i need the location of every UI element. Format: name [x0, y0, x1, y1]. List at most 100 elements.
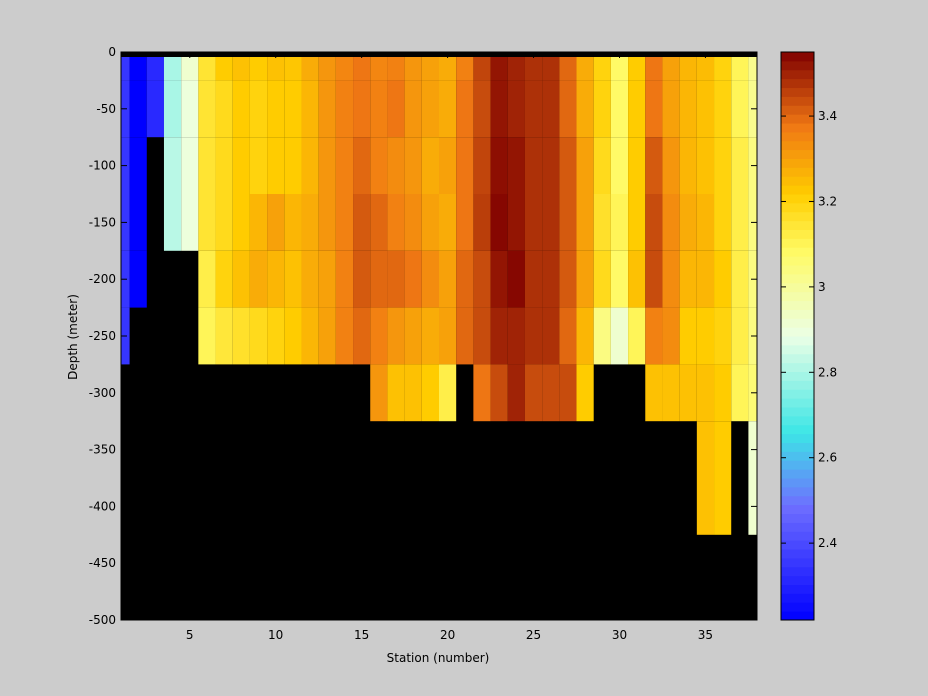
heatmap-cell: [301, 137, 319, 194]
colorbar-step: [781, 69, 814, 80]
x-tick-label: 20: [440, 628, 455, 642]
heatmap-cell: [370, 137, 388, 194]
heatmap-cell: [679, 137, 697, 194]
heatmap-cell: [267, 307, 285, 365]
heatmap-cell: [610, 194, 629, 251]
heatmap-cell: [490, 194, 508, 251]
heatmap-cell: [714, 250, 732, 308]
colorbar-step: [781, 131, 814, 142]
colorbar-step: [781, 380, 814, 390]
colorbar-step: [781, 584, 814, 594]
heatmap-cell: [662, 80, 680, 138]
colorbar-step: [781, 557, 814, 568]
heatmap-cell: [421, 137, 439, 194]
colorbar-step: [781, 309, 814, 319]
heatmap-cell: [181, 137, 199, 194]
heatmap-cell: [696, 137, 715, 194]
colorbar-step: [781, 611, 814, 621]
heatmap-cell: [301, 52, 319, 81]
heatmap-cell: [731, 307, 749, 365]
colorbar-step: [781, 220, 814, 231]
heatmap-cell: [232, 52, 250, 81]
heatmap-cell: [696, 80, 715, 138]
heatmap-cell: [404, 194, 422, 251]
colorbar-step: [781, 282, 814, 293]
colorbar-step: [781, 504, 814, 515]
heatmap-cell: [679, 250, 697, 308]
colorbar-step: [781, 327, 814, 337]
heatmap-cell: [249, 194, 268, 251]
y-tick-label: -250: [89, 329, 116, 343]
heatmap-cell: [628, 307, 646, 365]
colorbar-step: [781, 371, 814, 381]
heatmap-cell: [731, 137, 749, 194]
colorbar-step: [781, 593, 814, 603]
heatmap-cell: [696, 478, 715, 535]
heatmap-cell: [232, 307, 250, 365]
heatmap-cell: [559, 137, 577, 194]
heatmap-cell: [576, 307, 594, 365]
heatmap-cell: [387, 194, 405, 251]
heatmap-cell: [353, 80, 371, 138]
heatmap-cell: [181, 194, 199, 251]
heatmap-cell: [146, 80, 164, 138]
heatmap-cell: [267, 194, 285, 251]
heatmap-cell: [353, 137, 371, 194]
heatmap-cell: [679, 307, 697, 365]
colorbar-step: [781, 273, 814, 284]
heatmap-cell: [628, 250, 646, 308]
heatmap-cell: [404, 364, 422, 422]
heatmap-cell: [421, 250, 439, 308]
heatmap-cell: [645, 194, 663, 251]
heatmap-cell: [404, 52, 422, 81]
heatmap-cell: [696, 364, 715, 422]
heatmap-cell: [524, 250, 543, 308]
colorbar-step: [781, 531, 814, 541]
y-tick-label: -450: [89, 556, 116, 570]
colorbar-step: [781, 52, 814, 62]
heatmap-cell: [301, 250, 319, 308]
heatmap-cell: [628, 137, 646, 194]
heatmap-cell: [714, 364, 732, 422]
heatmap-cell: [215, 307, 233, 365]
heatmap-cell: [404, 137, 422, 194]
colorbar-step: [781, 114, 814, 124]
heatmap-cell: [576, 364, 594, 422]
colorbar-step: [781, 442, 814, 452]
heatmap-cell: [129, 250, 147, 308]
heatmap-cell: [267, 137, 285, 194]
x-tick-label: 15: [354, 628, 369, 642]
heatmap-cell: [215, 80, 233, 138]
heatmap-cell: [559, 194, 577, 251]
colorbar-step: [781, 123, 814, 133]
colorbar-step: [781, 486, 814, 497]
heatmap-cell: [679, 194, 697, 251]
heatmap-cell: [387, 364, 405, 422]
heatmap-cell: [473, 307, 491, 365]
heatmap-cell: [267, 80, 285, 138]
colorbar-tick-label: 3: [818, 280, 826, 294]
axis-layer: 5 10 15 20 25 30 35 0 -50 -100 -150 -200 -250 -300 -35…: [89, 45, 758, 642]
heatmap-cell: [421, 80, 439, 138]
heatmap-cell: [284, 137, 302, 194]
heatmap-cell: [284, 52, 302, 81]
heatmap-cell: [645, 364, 663, 422]
colorbar-step: [781, 176, 814, 186]
heatmap-cell: [593, 307, 611, 365]
heatmap-cell: [628, 194, 646, 251]
heatmap-cell: [714, 478, 732, 535]
heatmap-cell: [198, 52, 216, 81]
heatmap-cell: [490, 364, 508, 422]
heatmap-cell: [696, 194, 715, 251]
heatmap-cell: [576, 250, 594, 308]
heatmap-layer: [121, 52, 757, 620]
heatmap-cell: [524, 307, 543, 365]
heatmap-cell: [318, 307, 336, 365]
heatmap-cell: [249, 307, 268, 365]
y-tick-label: -50: [96, 102, 116, 116]
x-tick-label: 30: [612, 628, 627, 642]
heatmap-cell: [301, 307, 319, 365]
heatmap-cell: [353, 307, 371, 365]
heatmap-cell: [318, 194, 336, 251]
